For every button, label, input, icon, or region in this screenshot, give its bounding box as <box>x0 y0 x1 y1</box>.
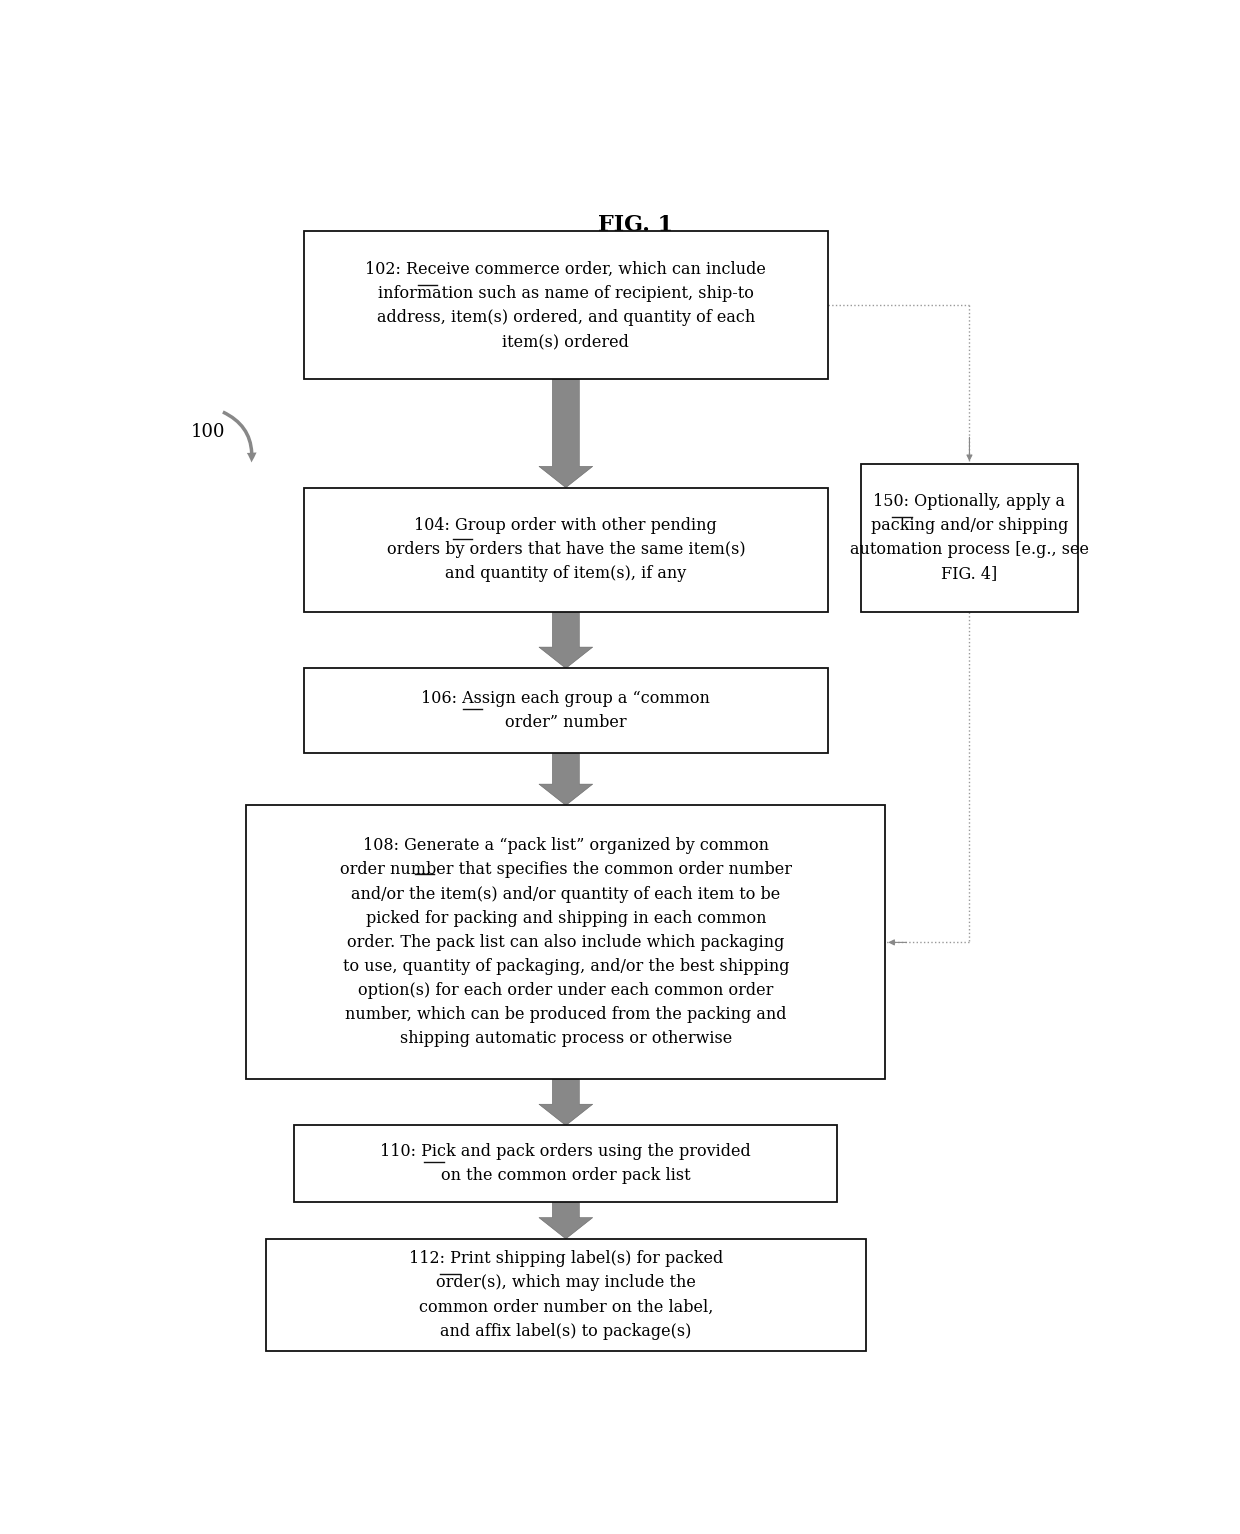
Text: 108: Generate a “pack list” organized by common
order number that specifies the : 108: Generate a “pack list” organized by… <box>340 838 792 1048</box>
Text: 150: Optionally, apply a
packing and/or shipping
automation process [e.g., see
F: 150: Optionally, apply a packing and/or … <box>849 492 1089 583</box>
FancyBboxPatch shape <box>304 669 828 753</box>
FancyBboxPatch shape <box>247 805 885 1080</box>
FancyBboxPatch shape <box>265 1239 866 1351</box>
FancyBboxPatch shape <box>862 463 1078 612</box>
Text: 110: Pick and pack orders using the provided
on the common order pack list: 110: Pick and pack orders using the prov… <box>381 1143 751 1184</box>
FancyBboxPatch shape <box>294 1126 837 1203</box>
Polygon shape <box>539 1203 593 1239</box>
Polygon shape <box>539 1080 593 1126</box>
FancyArrowPatch shape <box>222 411 257 462</box>
Text: 100: 100 <box>191 423 226 442</box>
Polygon shape <box>539 612 593 669</box>
Text: 106: Assign each group a “common
order” number: 106: Assign each group a “common order” … <box>422 690 711 732</box>
FancyBboxPatch shape <box>304 488 828 612</box>
Text: 112: Print shipping label(s) for packed
order(s), which may include the
common o: 112: Print shipping label(s) for packed … <box>409 1250 723 1339</box>
Text: FIG. 1: FIG. 1 <box>598 215 673 236</box>
Polygon shape <box>539 753 593 805</box>
FancyBboxPatch shape <box>304 232 828 379</box>
Text: 104: Group order with other pending
orders by orders that have the same item(s)
: 104: Group order with other pending orde… <box>387 517 745 583</box>
Polygon shape <box>539 379 593 488</box>
Text: 102: Receive commerce order, which can include
information such as name of recip: 102: Receive commerce order, which can i… <box>366 261 766 350</box>
